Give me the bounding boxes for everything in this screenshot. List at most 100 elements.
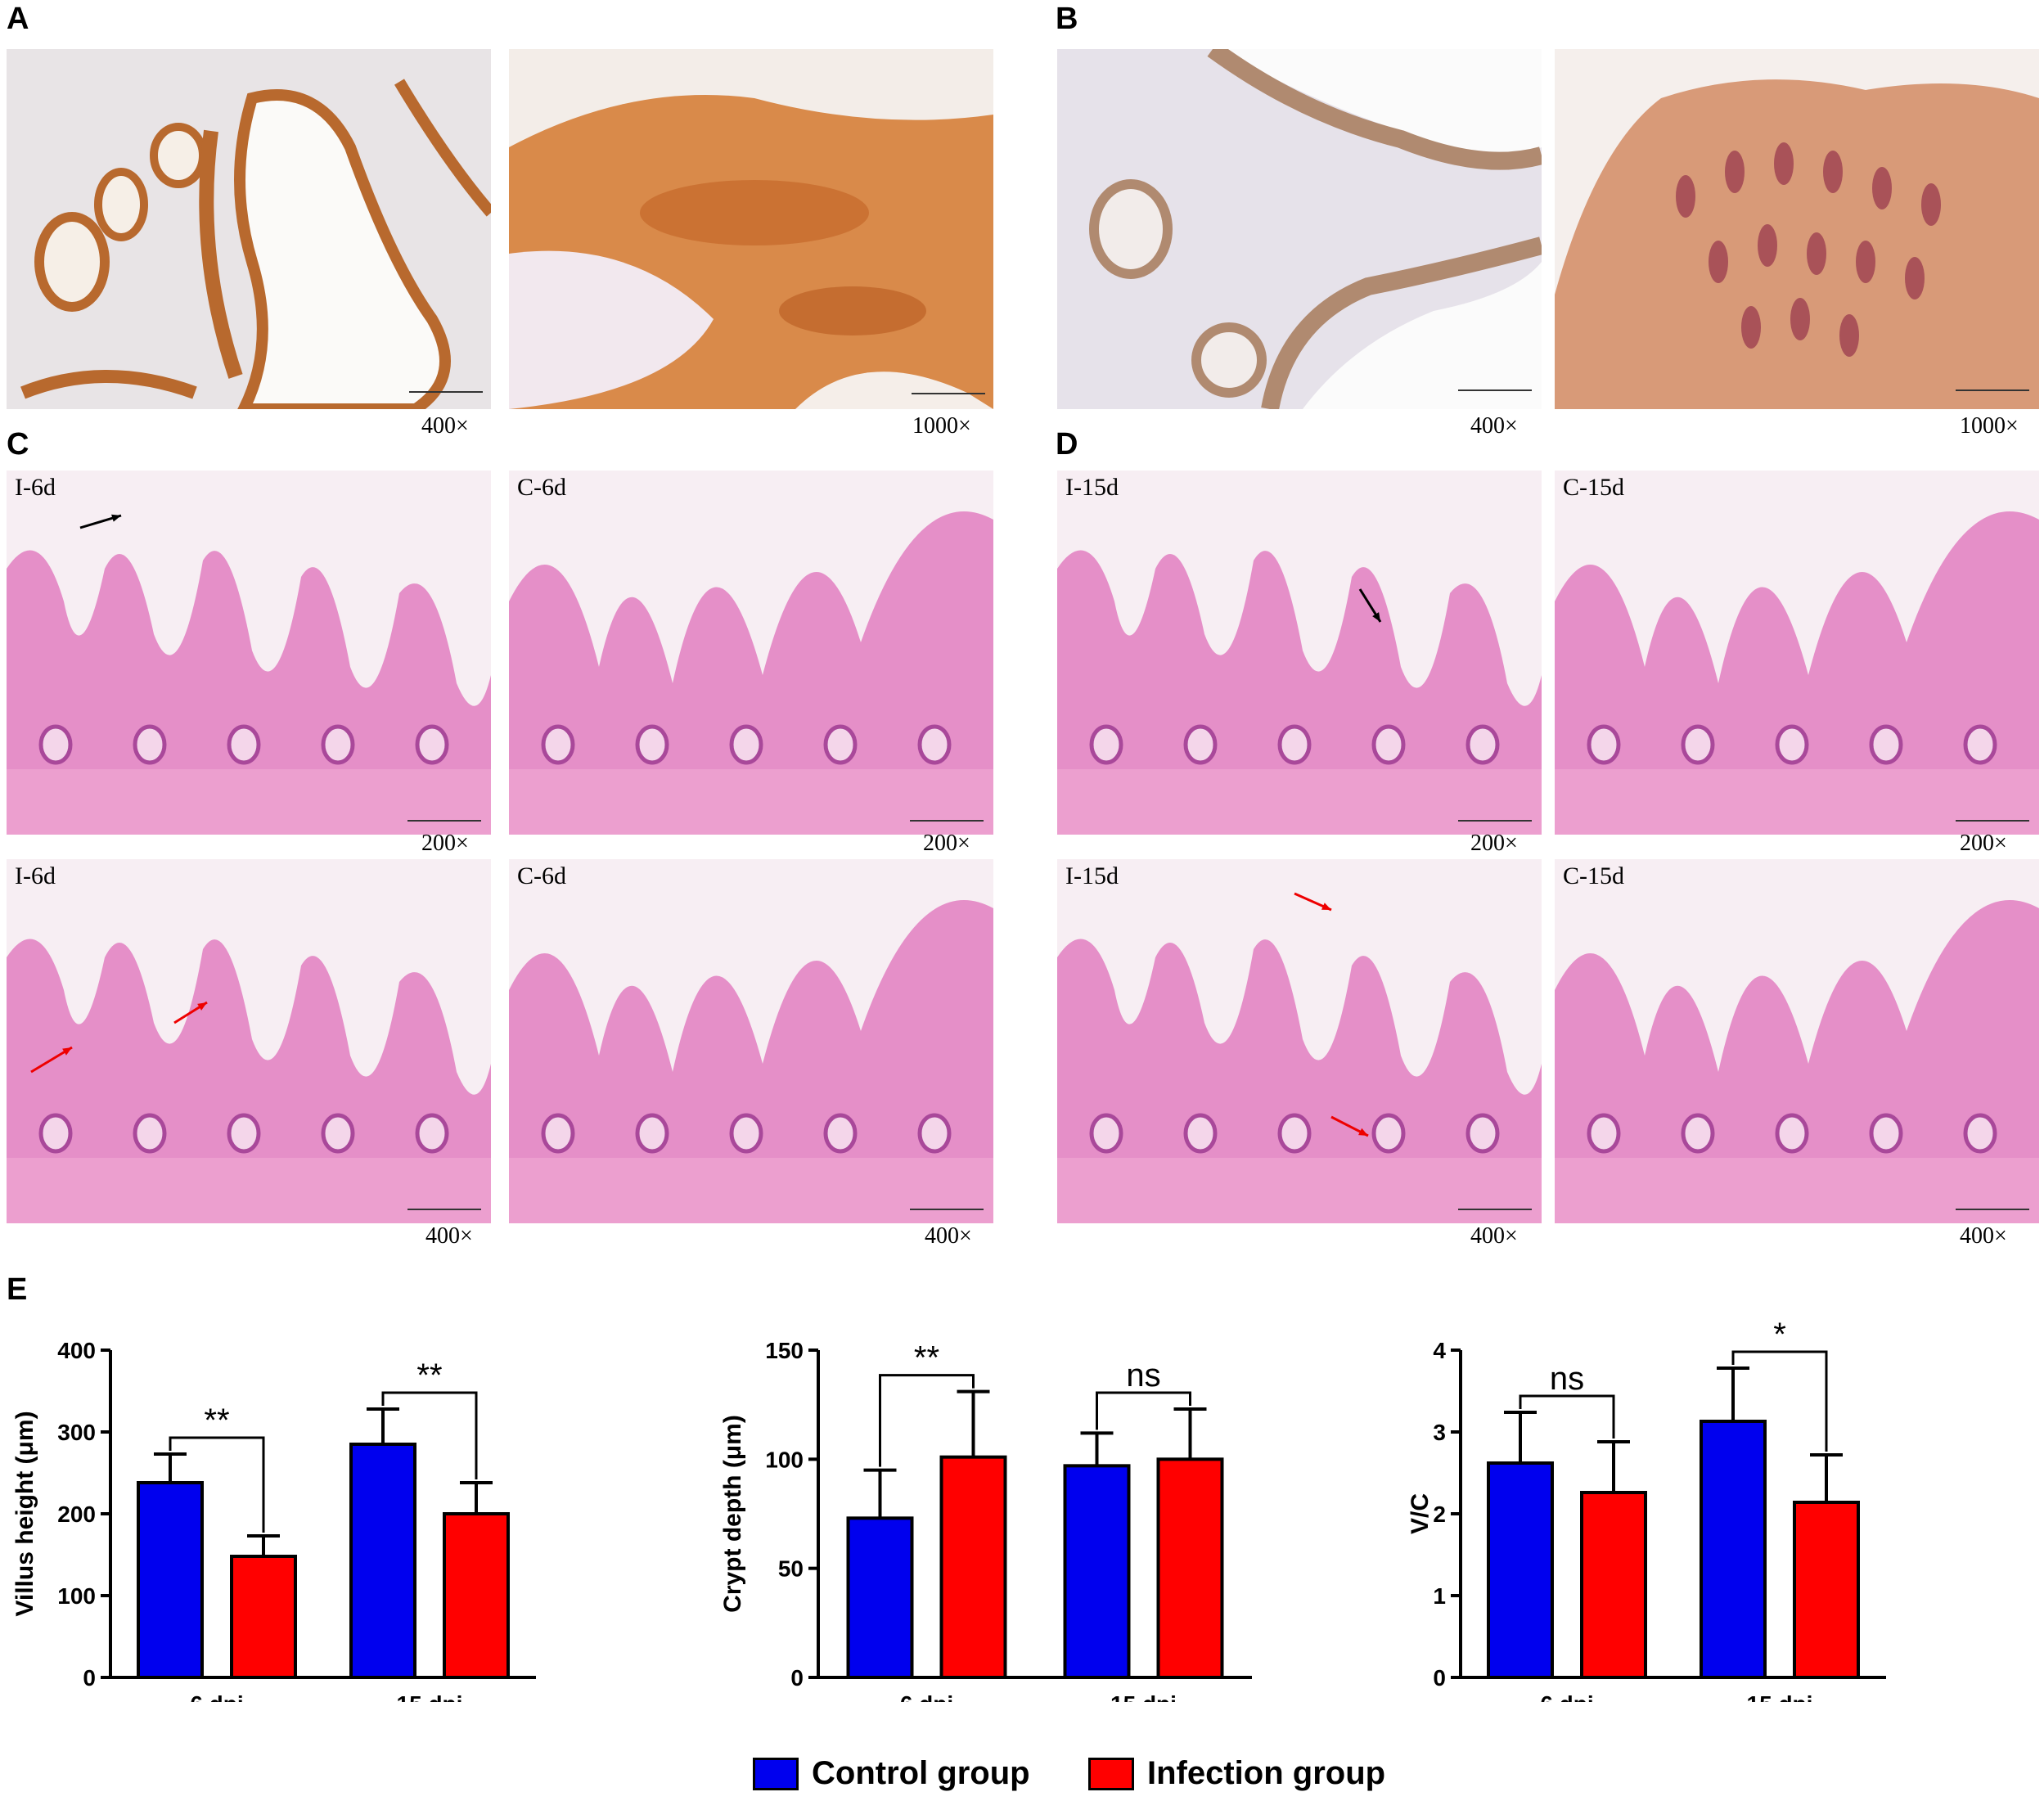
sample-tag: C-15d [1563, 862, 1624, 889]
panel-letter-d: D [1056, 427, 1078, 462]
bar [230, 1555, 297, 1679]
significance-bracket [1519, 1394, 1615, 1439]
legend-label-control: Control group [812, 1755, 1030, 1791]
y-tick-label: 2 [1433, 1502, 1446, 1527]
significance-bracket [879, 1374, 975, 1467]
bar [137, 1481, 204, 1679]
y-axis-label: Villus height (μm) [11, 1411, 38, 1616]
ihc-image-b-400x [1057, 49, 1542, 409]
bar [846, 1516, 914, 1680]
y-tick-label: 4 [1433, 1338, 1446, 1363]
y-tick-label: 3 [1433, 1420, 1446, 1445]
scale-bar [1458, 1209, 1532, 1210]
significance-bracket [1096, 1391, 1191, 1430]
scale-bar [1956, 1209, 2029, 1210]
magnification-label: 1000× [1960, 413, 2019, 439]
y-axis-label: V/C [1407, 1493, 1434, 1534]
he-image-c-c6d-200x: C-6d [509, 471, 993, 835]
legend-item-control: Control group [753, 1755, 1030, 1792]
magnification-label: 400× [1470, 1223, 1518, 1249]
panel-letter-c: C [7, 427, 29, 462]
he-image-d-i15d-400x: I-15d [1057, 859, 1542, 1223]
y-tick-label: 400 [57, 1338, 96, 1363]
y-tick-label: 100 [57, 1583, 96, 1609]
y-tick-label: 200 [57, 1502, 96, 1527]
ihc-image-a-400x [7, 49, 491, 409]
magnification-label: 200× [1960, 831, 2007, 856]
significance-label: ns [1126, 1358, 1160, 1394]
y-tick-label: 0 [790, 1665, 804, 1691]
chart-legend: Control group Infection group [0, 1755, 2044, 1796]
sample-tag: I-15d [1065, 474, 1119, 501]
panel-letter-b: B [1056, 2, 1078, 36]
magnification-label: 400× [1470, 413, 1518, 439]
magnification-label: 1000× [912, 413, 971, 439]
arrowhead [1372, 612, 1380, 622]
scale-bar [1956, 389, 2029, 391]
magnification-label: 400× [1960, 1223, 2007, 1249]
bar [1063, 1464, 1131, 1679]
bar [443, 1512, 510, 1679]
magnification-label: 200× [1470, 831, 1518, 856]
significance-label: ** [416, 1358, 442, 1394]
sample-tag: C-15d [1563, 474, 1624, 501]
scale-bar [1458, 389, 1532, 391]
arrowhead [62, 1047, 72, 1056]
x-tick-label: 6 dpi [900, 1691, 953, 1702]
x-tick-label: 15 dpi [1110, 1691, 1177, 1702]
legend-swatch-control [753, 1757, 799, 1790]
y-axis-label: Crypt depth (μm) [719, 1415, 746, 1613]
significance-label: ** [204, 1403, 229, 1439]
scale-bar [409, 391, 483, 393]
scale-bar [407, 1209, 481, 1210]
y-tick-label: 100 [765, 1447, 804, 1472]
bar [1487, 1461, 1554, 1679]
legend-label-infection: Infection group [1147, 1755, 1386, 1791]
panel-letter-a: A [7, 2, 29, 36]
scale-bar [1458, 820, 1532, 822]
y-tick-label: 300 [57, 1420, 96, 1445]
x-tick-label: 15 dpi [397, 1691, 463, 1702]
x-tick-label: 6 dpi [1540, 1691, 1593, 1702]
y-tick-label: 0 [1433, 1665, 1446, 1691]
he-image-c-i6d-400x: I-6d [7, 859, 491, 1223]
bar [939, 1455, 1007, 1680]
he-image-d-c15d-400x: C-15d [1555, 859, 2039, 1223]
ihc-image-a-1000x [509, 49, 993, 409]
panel-letter-e: E [7, 1272, 28, 1307]
sample-tag: I-15d [1065, 862, 1119, 889]
significance-label: * [1773, 1317, 1786, 1353]
y-tick-label: 0 [83, 1665, 96, 1691]
significance-bracket [169, 1436, 265, 1533]
y-tick-label: 150 [765, 1338, 804, 1363]
arrowhead [197, 1002, 207, 1011]
sample-tag: C-6d [517, 474, 566, 501]
bar [1793, 1501, 1860, 1679]
bar [349, 1443, 416, 1679]
ihc-image-b-1000x [1555, 49, 2039, 409]
he-image-d-c15d-200x: C-15d [1555, 471, 2039, 835]
legend-item-infection: Infection group [1088, 1755, 1385, 1792]
he-image-c-c6d-400x: C-6d [509, 859, 993, 1223]
magnification-label: 400× [925, 1223, 972, 1249]
bar [1700, 1420, 1767, 1679]
x-tick-label: 6 dpi [190, 1691, 243, 1702]
magnification-label: 200× [923, 831, 970, 856]
scale-bar [912, 393, 985, 394]
magnification-label: 400× [421, 413, 469, 439]
magnification-label: 400× [425, 1223, 473, 1249]
significance-bracket [1731, 1350, 1828, 1452]
sample-tag: I-6d [15, 862, 56, 889]
y-tick-label: 1 [1433, 1583, 1446, 1609]
arrowhead [111, 514, 121, 522]
scale-bar [407, 820, 481, 822]
bar [1580, 1491, 1647, 1679]
scale-bar [910, 820, 984, 822]
sample-tag: C-6d [517, 862, 566, 889]
bar [1156, 1457, 1224, 1679]
he-image-c-i6d-200x: I-6d [7, 471, 491, 835]
scale-bar [1956, 820, 2029, 822]
scale-bar [910, 1209, 984, 1210]
significance-label: ns [1550, 1361, 1584, 1397]
